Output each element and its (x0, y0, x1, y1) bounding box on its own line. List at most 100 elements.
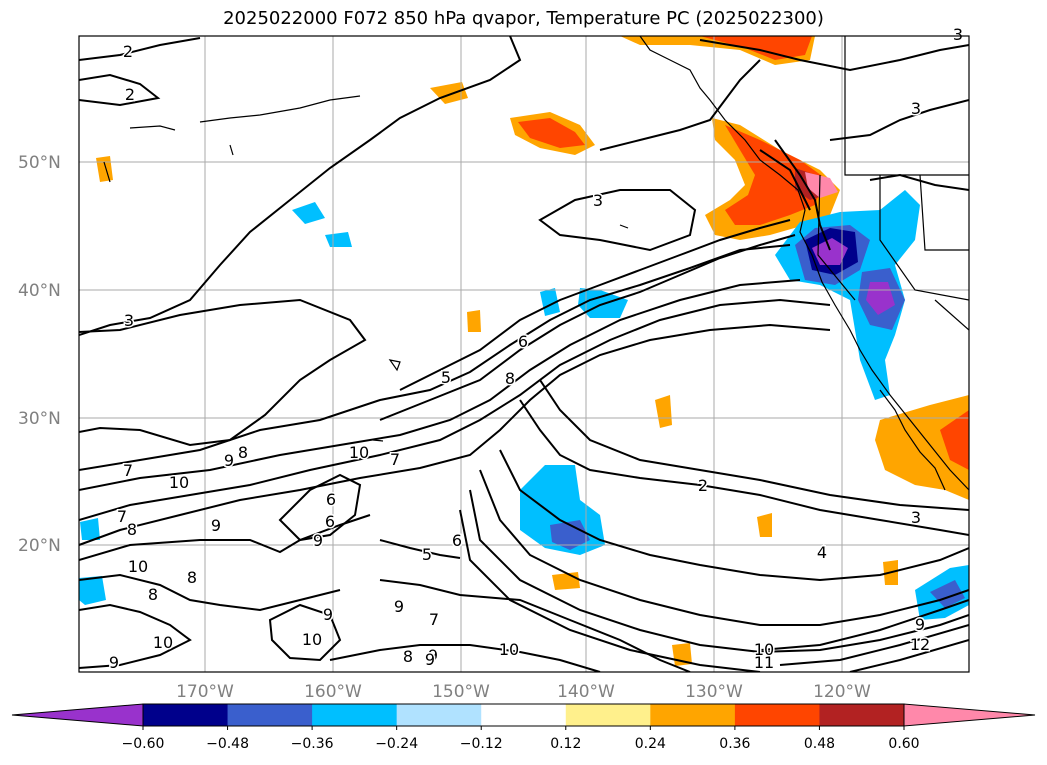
colorbar-tick-label: −0.24 (375, 736, 418, 752)
contour-label: 7 (390, 450, 400, 469)
lat-label-40n: 40°N (18, 281, 61, 301)
colorbar-tick-label: 0.48 (804, 736, 835, 752)
contour-label: 10 (302, 630, 322, 649)
contour-label: 9 (313, 531, 323, 550)
contour-label: 9 (109, 653, 119, 672)
shaded-anomalies (79, 36, 969, 666)
colorbar-cell (227, 704, 313, 726)
colorbar-frame (142, 703, 905, 727)
positive-anomaly-mexico (875, 395, 969, 500)
contour-label: 11 (754, 653, 774, 672)
negative-anomaly-small4 (540, 288, 560, 316)
map-frame (78, 35, 970, 673)
colorbar-tick-label: −0.12 (460, 736, 503, 752)
negative-anomaly-small1 (292, 202, 325, 224)
colorbar-tick-label: −0.36 (291, 736, 334, 752)
contour-label: 5 (441, 368, 451, 387)
contour-label: 6 (452, 531, 462, 550)
negative-anomaly-subtropical-core (550, 520, 590, 550)
positive-anomaly-pink (805, 172, 838, 198)
colorbar: −0.60 −0.48 −0.36 −0.24 −0.12 0.12 0.24 0.36 0.4… (11, 703, 1036, 752)
colorbar-cell (819, 704, 905, 726)
contour-label: 6 (326, 490, 336, 509)
contour-label: 3 (593, 191, 603, 210)
contour-label: 12 (910, 635, 930, 654)
contour-label: 8 (505, 369, 515, 388)
positive-anomaly-mexico-core (940, 410, 969, 470)
colorbar-tick-label: 0.60 (888, 736, 919, 752)
contour-label: 2 (698, 476, 708, 495)
positive-anomaly-small1 (430, 82, 468, 104)
lon-label-150w: 150°W (432, 682, 490, 702)
positive-anomaly-pnw-core (725, 125, 825, 225)
positive-anomaly-small3 (552, 572, 580, 590)
contour-label: 9 (224, 451, 234, 470)
contour-label: 8 (127, 520, 137, 539)
contour-label: 2 (123, 42, 133, 61)
positive-anomaly-small8 (757, 513, 772, 537)
contour-label: 9 (425, 650, 435, 669)
positive-anomaly-gulf-core (518, 118, 585, 148)
lon-label-130w: 130°W (685, 682, 743, 702)
colorbar-extend-min (11, 703, 144, 727)
contour-label: 10 (128, 557, 148, 576)
colorbar-extend-max (903, 703, 1036, 727)
contour-label: 3 (124, 311, 134, 330)
positive-anomaly-small4 (655, 395, 672, 428)
negative-anomaly-small2 (325, 232, 352, 247)
contour-label: 5 (422, 545, 432, 564)
contour-label: 9 (428, 646, 438, 665)
colorbar-cell (481, 704, 567, 726)
graticule (79, 36, 969, 672)
lon-label-140w: 140°W (557, 682, 615, 702)
colorbar-cell (734, 704, 820, 726)
contour-label: 7 (123, 461, 133, 480)
contour-label: 3 (911, 508, 921, 527)
negative-anomaly-small5 (80, 518, 100, 540)
colorbar-tick-label: 0.36 (719, 736, 750, 752)
contour-label: 9 (915, 615, 925, 634)
contour-label: 7 (117, 507, 127, 526)
contour-label: 3 (953, 25, 963, 44)
lat-label-50n: 50°N (18, 153, 61, 173)
contour-label: 6 (325, 512, 335, 531)
contour-label: 8 (148, 585, 158, 604)
colorbar-cell (143, 704, 229, 726)
lat-label-30n: 30°N (18, 409, 61, 429)
contour-label: 3 (911, 99, 921, 118)
colorbar-tick-label: 0.24 (635, 736, 666, 752)
lat-label-20n: 20°N (18, 536, 61, 556)
contour-label: 10 (754, 640, 774, 659)
colorbar-cell (396, 704, 482, 726)
colorbar-cell (312, 704, 398, 726)
contour-label: 6 (518, 332, 528, 351)
lon-label-170w: 170°W (176, 682, 234, 702)
contours (79, 36, 969, 672)
positive-anomaly-alaska-core (700, 36, 812, 60)
longitude-labels: 170°W 160°W 150°W 140°W 130°W 120°W (176, 682, 871, 702)
colorbar-tick-label: −0.60 (122, 736, 165, 752)
positive-anomaly-small7 (467, 310, 481, 332)
contour-label: 10 (349, 443, 369, 462)
contour-label: 8 (403, 647, 413, 666)
latitude-labels: 50°N 40°N 30°N 20°N (18, 153, 61, 556)
contour-label: 2 (125, 85, 135, 104)
contour-label: 7 (429, 610, 439, 629)
contour-label: 10 (499, 640, 519, 659)
map-title: 2025022000 F072 850 hPa qvapor, Temperat… (223, 8, 824, 29)
contour-label: 9 (323, 605, 333, 624)
contour-label: 10 (153, 633, 173, 652)
colorbar-cell (565, 704, 651, 726)
colorbar-cell (650, 704, 736, 726)
contour-label: 9 (394, 597, 404, 616)
contour-label: 10 (169, 473, 189, 492)
lon-label-160w: 160°W (304, 682, 362, 702)
colorbar-tick-label: −0.48 (206, 736, 249, 752)
coastlines (103, 36, 969, 491)
colorbar-tick-label: 0.12 (550, 736, 581, 752)
lon-label-120w: 120°W (813, 682, 871, 702)
contour-label: 9 (211, 516, 221, 535)
